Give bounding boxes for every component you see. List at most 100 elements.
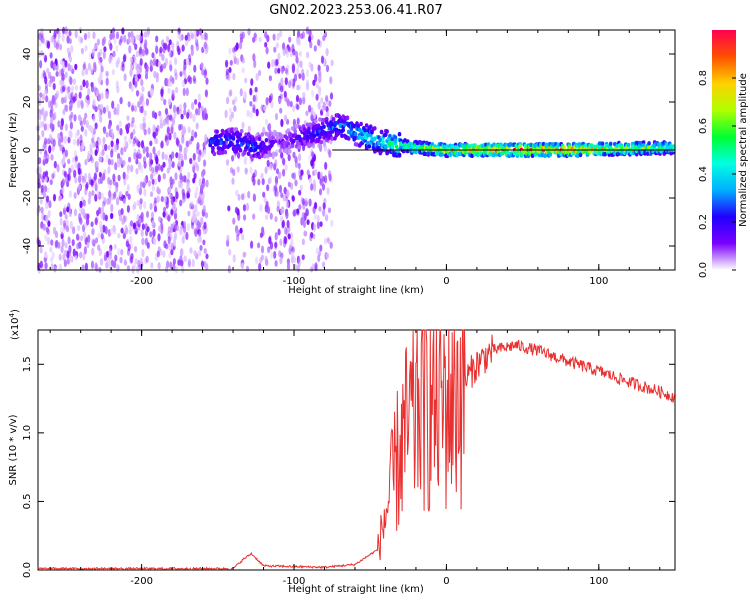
spectrogram-cell xyxy=(170,209,174,215)
spectrogram-cell xyxy=(49,75,54,84)
spectrogram-cell xyxy=(167,87,171,94)
spectrogram-cell xyxy=(200,62,204,69)
spectrogram-cell xyxy=(554,142,558,147)
spectrogram-cell xyxy=(331,117,336,122)
spectrogram-cell xyxy=(194,204,198,213)
spectrogram-cell xyxy=(308,198,312,207)
spectrogram-cell xyxy=(237,152,241,159)
spectrogram-cell xyxy=(236,166,240,173)
spectrogram-cell xyxy=(195,122,199,130)
spectrogram-cell xyxy=(131,105,135,112)
spectrogram-cell xyxy=(119,96,123,105)
spectrogram-cell xyxy=(264,118,269,126)
spectrogram-cell xyxy=(161,39,165,47)
spectrogram-cell xyxy=(169,261,173,269)
spectrogram-cell xyxy=(341,127,346,133)
spectrogram-cell xyxy=(139,123,143,130)
colorbar-tick-label: 0.2 xyxy=(698,214,709,230)
spectrogram-cell xyxy=(397,132,402,137)
spectrogram-cell xyxy=(267,61,271,69)
spectrogram-cell xyxy=(165,35,170,43)
spectrogram-cell xyxy=(83,32,88,41)
spectrogram-cell xyxy=(298,51,302,57)
spectrogram-cell xyxy=(316,221,320,230)
spectrogram-cell xyxy=(136,67,140,76)
spectrogram-cell xyxy=(294,179,298,187)
spectrogram-cell xyxy=(252,104,256,111)
spectrogram-cell xyxy=(157,174,161,183)
spectrogram-cell xyxy=(52,193,57,202)
spectrogram-cell xyxy=(168,49,172,58)
spectrogram-cell xyxy=(92,114,96,123)
spectrogram-cell xyxy=(253,32,257,39)
spectrogram-cell xyxy=(74,255,78,261)
spectrogram-cell xyxy=(116,264,120,272)
spectrogram-cell xyxy=(232,168,236,177)
spectrogram-cell xyxy=(197,93,201,102)
spectrogram-cell xyxy=(171,161,175,169)
spectrogram-cell xyxy=(292,209,296,217)
spectrogram-cell xyxy=(225,158,230,166)
spectrogram-cell xyxy=(167,157,172,165)
spectrogram-cell xyxy=(153,70,157,79)
spectrogram-cell xyxy=(182,125,186,135)
spectrogram-cell xyxy=(72,248,76,257)
spectrogram-cell xyxy=(95,90,99,97)
spectrogram-cell xyxy=(312,111,317,120)
spectrogram-cell xyxy=(85,181,89,189)
spectrogram-cell xyxy=(61,75,65,82)
spectrogram-cell xyxy=(169,64,173,72)
spectrogram-cell xyxy=(286,99,290,107)
spectrogram-cell xyxy=(189,157,193,165)
spectrogram-cell xyxy=(159,46,163,54)
spectrogram-cell xyxy=(308,154,312,162)
spectrogram-cell xyxy=(290,143,295,149)
spectrogram-cell xyxy=(69,121,73,130)
spectrogram-cell xyxy=(140,140,145,149)
spectrogram-cell xyxy=(264,31,268,39)
spectrogram-cell xyxy=(266,132,270,137)
spectrogram-cell xyxy=(241,193,245,201)
spectrogram-cell xyxy=(228,107,232,114)
spectrogram-cell xyxy=(191,159,196,168)
spectrogram-cell xyxy=(109,42,113,51)
spectrogram-cell xyxy=(241,233,245,241)
spectrogram-cell xyxy=(203,69,208,76)
spectrogram-cell xyxy=(62,85,66,93)
spectrogram-cell xyxy=(152,131,156,138)
spectrogram-cell xyxy=(202,239,206,246)
y-tick-label: 0 xyxy=(22,147,33,153)
spectrogram-cell xyxy=(378,137,383,143)
spectrogram-cell xyxy=(234,147,239,152)
spectrogram-cell xyxy=(164,153,168,161)
spectrogram-cell xyxy=(363,128,368,133)
spectrogram-cell xyxy=(64,175,69,184)
spectrogram-cell xyxy=(120,227,124,234)
spectrogram-cell xyxy=(179,199,183,207)
spectrogram-cell xyxy=(191,102,195,110)
y-tick-label: 1.0 xyxy=(22,425,33,441)
spectrogram-cell xyxy=(94,149,98,157)
spectrogram-cell xyxy=(120,146,124,156)
spectrogram-cell xyxy=(94,106,98,113)
spectrogram-cell xyxy=(193,172,197,180)
spectrogram-cell xyxy=(128,45,132,54)
spectrogram-cell xyxy=(182,87,186,97)
spectrogram-cell xyxy=(174,265,178,274)
spectrogram-cell xyxy=(83,246,87,255)
spectrogram-cell xyxy=(280,118,284,128)
spectrogram-cell xyxy=(167,214,171,221)
spectrogram-cell xyxy=(94,262,98,271)
spectrogram-cell xyxy=(97,244,101,251)
spectrogram-cell xyxy=(99,56,103,63)
snr-panel: -200 -100 0 100 0.0 0.5 1.0 1.5 Height of stra… xyxy=(8,309,676,595)
spectrogram-cell xyxy=(105,154,109,162)
spectrogram-cell xyxy=(442,144,447,150)
spectrogram-cell xyxy=(154,197,158,204)
spectrogram-cell xyxy=(279,256,283,265)
spectrogram-cell xyxy=(64,242,68,249)
spectrogram-cell xyxy=(98,137,102,146)
spectrogram-cell xyxy=(219,133,223,138)
spectrogram-cell xyxy=(110,149,114,158)
spectrogram-cell xyxy=(247,125,251,134)
